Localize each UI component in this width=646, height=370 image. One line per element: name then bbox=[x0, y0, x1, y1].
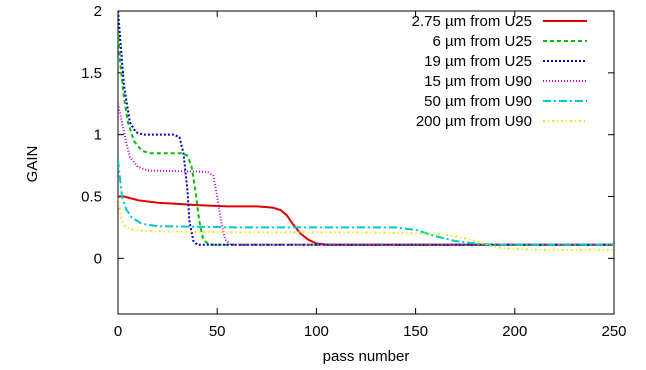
legend-label-5: 50 µm from U90 bbox=[424, 93, 532, 110]
legend-label-6: 200 µm from U90 bbox=[416, 113, 532, 130]
legend-label-2: 6 µm from U25 bbox=[433, 33, 533, 50]
x-axis-label: pass number bbox=[323, 348, 410, 365]
y-axis-label: GAIN bbox=[24, 146, 41, 183]
x-tick-label: 150 bbox=[403, 323, 428, 340]
legend-label-4: 15 µm from U90 bbox=[424, 73, 532, 90]
x-tick-label: 200 bbox=[502, 323, 527, 340]
y-tick-label: 0 bbox=[94, 250, 102, 267]
series-line-3 bbox=[118, 11, 614, 246]
x-tick-label: 0 bbox=[114, 323, 122, 340]
y-tick-label: 1.5 bbox=[81, 65, 102, 82]
legend-label-3: 19 µm from U25 bbox=[424, 53, 532, 70]
series-line-4 bbox=[118, 103, 614, 246]
series-line-2 bbox=[118, 23, 614, 246]
y-tick-label: 1 bbox=[94, 127, 102, 144]
x-tick-label: 100 bbox=[304, 323, 329, 340]
y-tick-label: 2 bbox=[94, 3, 102, 20]
y-tick-label: 0.5 bbox=[81, 189, 102, 206]
legend-label-1: 2.75 µm from U25 bbox=[412, 13, 532, 30]
x-tick-label: 250 bbox=[601, 323, 626, 340]
series-line-6 bbox=[118, 198, 614, 251]
series-line-1 bbox=[118, 195, 614, 246]
plot-frame bbox=[117, 10, 615, 315]
series-line-5 bbox=[118, 159, 614, 246]
x-tick-label: 50 bbox=[209, 323, 226, 340]
